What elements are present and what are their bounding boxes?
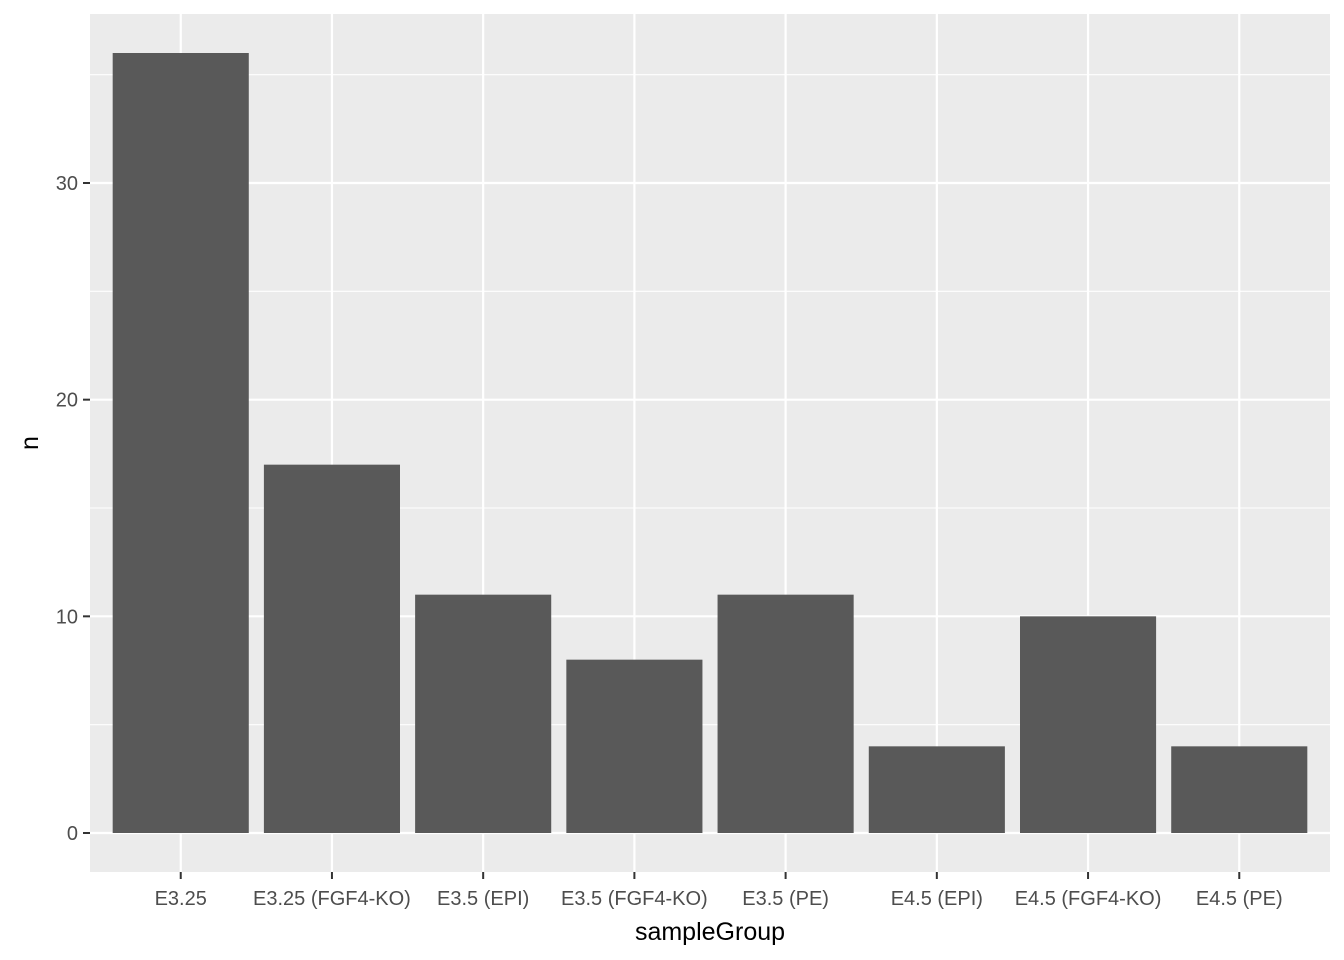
x-tick-label: E4.5 (FGF4-KO) <box>1015 888 1162 910</box>
y-tick-label: 0 <box>67 823 78 845</box>
x-axis-title: sampleGroup <box>635 918 785 946</box>
bars <box>112 53 1308 833</box>
bar <box>112 53 249 833</box>
bar <box>263 464 400 833</box>
bar <box>1171 746 1308 833</box>
x-tick-label: E4.5 (EPI) <box>891 888 983 910</box>
bar <box>868 746 1005 833</box>
bar <box>415 594 552 833</box>
y-tick-label: 30 <box>56 173 78 195</box>
x-tick-label: E3.25 <box>155 888 207 910</box>
x-tick-label: E3.5 (PE) <box>742 888 829 910</box>
y-tick-label: 10 <box>56 606 78 628</box>
x-tick-label: E3.5 (EPI) <box>437 888 529 910</box>
y-tick-label: 20 <box>56 390 78 412</box>
bar <box>1020 616 1157 833</box>
bar <box>566 659 703 833</box>
bar <box>717 594 854 833</box>
x-tick-label: E3.5 (FGF4-KO) <box>561 888 708 910</box>
x-tick-label: E4.5 (PE) <box>1196 888 1283 910</box>
y-axis-title: n <box>16 436 44 450</box>
y-axis: 0 10 20 30 <box>56 173 90 845</box>
x-axis: E3.25 E3.25 (FGF4-KO) E3.5 (EPI) E3.5 (FGF4… <box>155 872 1283 910</box>
x-tick-label: E3.25 (FGF4-KO) <box>253 888 411 910</box>
